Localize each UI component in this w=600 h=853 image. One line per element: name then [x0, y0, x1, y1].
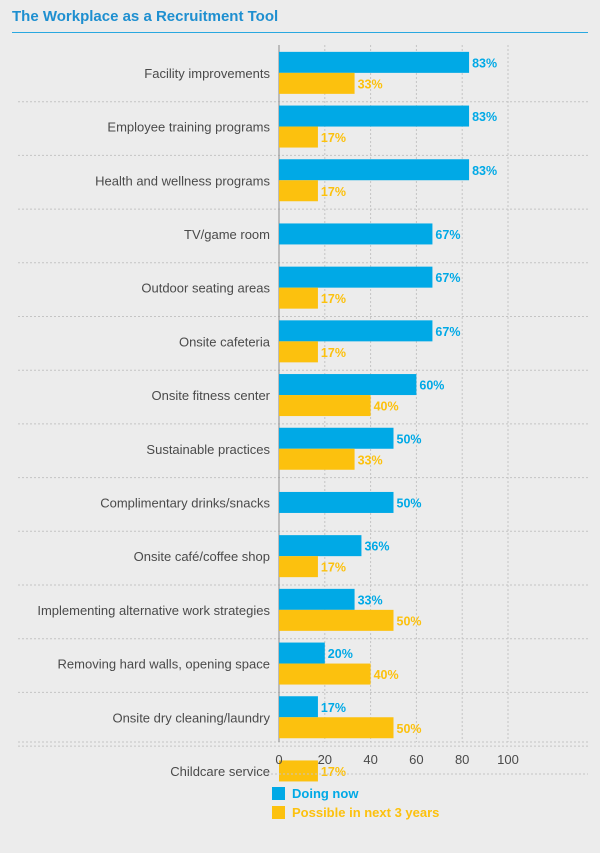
bar-possible-in-next-3-years — [279, 287, 318, 309]
data-label: 17% — [321, 561, 346, 575]
data-label: 60% — [419, 379, 444, 393]
data-label: 17% — [321, 701, 346, 715]
bar-possible-in-next-3-years — [279, 341, 318, 363]
category-label: Onsite cafeteria — [179, 334, 271, 349]
data-label: 33% — [358, 77, 383, 91]
data-label: 83% — [472, 56, 497, 70]
x-tick-label: 20 — [318, 752, 332, 767]
bar-possible-in-next-3-years — [279, 395, 371, 417]
data-label: 17% — [321, 185, 346, 199]
x-tick-label: 40 — [363, 752, 377, 767]
bar-doing-now — [279, 105, 470, 127]
data-label: 50% — [397, 722, 422, 736]
data-label: 17% — [321, 131, 346, 145]
category-label: Facility improvements — [144, 66, 270, 81]
bar-doing-now — [279, 223, 433, 245]
bar-possible-in-next-3-years — [279, 556, 318, 578]
data-label: 50% — [397, 496, 422, 510]
bar-possible-in-next-3-years — [279, 126, 318, 148]
data-label: 20% — [328, 647, 353, 661]
bar-doing-now — [279, 266, 433, 288]
data-label: 33% — [358, 593, 383, 607]
bar-possible-in-next-3-years — [279, 72, 355, 94]
category-label: Onsite fitness center — [152, 388, 271, 403]
bar-doing-now — [279, 320, 433, 342]
x-tick-label: 80 — [455, 752, 469, 767]
x-tick-label: 0 — [275, 752, 282, 767]
bar-possible-in-next-3-years — [279, 663, 371, 685]
data-label: 40% — [374, 668, 399, 682]
bar-doing-now — [279, 427, 394, 449]
category-label: Sustainable practices — [146, 442, 270, 457]
data-label: 50% — [397, 614, 422, 628]
bar-doing-now — [279, 491, 394, 513]
legend-swatch — [272, 787, 285, 800]
bar-doing-now — [279, 696, 318, 718]
data-label: 17% — [321, 346, 346, 360]
x-tick-label: 60 — [409, 752, 423, 767]
data-label: 83% — [472, 110, 497, 124]
bar-doing-now — [279, 642, 325, 664]
data-label: 67% — [435, 228, 460, 242]
bar-possible-in-next-3-years — [279, 717, 394, 739]
category-label: Removing hard walls, opening space — [58, 657, 270, 672]
bar-possible-in-next-3-years — [279, 180, 318, 202]
legend-label: Possible in next 3 years — [292, 805, 439, 820]
bar-possible-in-next-3-years — [279, 760, 318, 782]
category-label: Implementing alternative work strategies — [37, 603, 270, 618]
category-label: Complimentary drinks/snacks — [100, 495, 270, 510]
legend-label: Doing now — [292, 786, 359, 801]
category-label: Outdoor seating areas — [141, 281, 270, 296]
bar-doing-now — [279, 374, 417, 396]
data-label: 67% — [435, 271, 460, 285]
data-label: 33% — [358, 453, 383, 467]
data-label: 17% — [321, 292, 346, 306]
data-label: 67% — [435, 325, 460, 339]
category-label: Employee training programs — [107, 120, 270, 135]
category-label: Onsite dry cleaning/laundry — [112, 710, 270, 725]
data-label: 40% — [374, 400, 399, 414]
data-label: 50% — [397, 432, 422, 446]
bar-doing-now — [279, 159, 470, 181]
chart-title: The Workplace as a Recruitment Tool — [12, 8, 279, 25]
data-label: 17% — [321, 765, 346, 779]
data-label: 83% — [472, 164, 497, 178]
bar-doing-now — [279, 535, 362, 557]
category-label: Onsite café/coffee shop — [134, 549, 270, 564]
category-label: Childcare service — [170, 764, 270, 779]
bar-doing-now — [279, 51, 470, 73]
x-tick-label: 100 — [497, 752, 519, 767]
bar-possible-in-next-3-years — [279, 609, 394, 631]
category-label: Health and wellness programs — [95, 173, 270, 188]
category-label: TV/game room — [184, 227, 270, 242]
data-label: 36% — [364, 540, 389, 554]
bar-possible-in-next-3-years — [279, 448, 355, 470]
title-rule — [12, 32, 588, 33]
bar-doing-now — [279, 588, 355, 610]
legend-swatch — [272, 806, 285, 819]
